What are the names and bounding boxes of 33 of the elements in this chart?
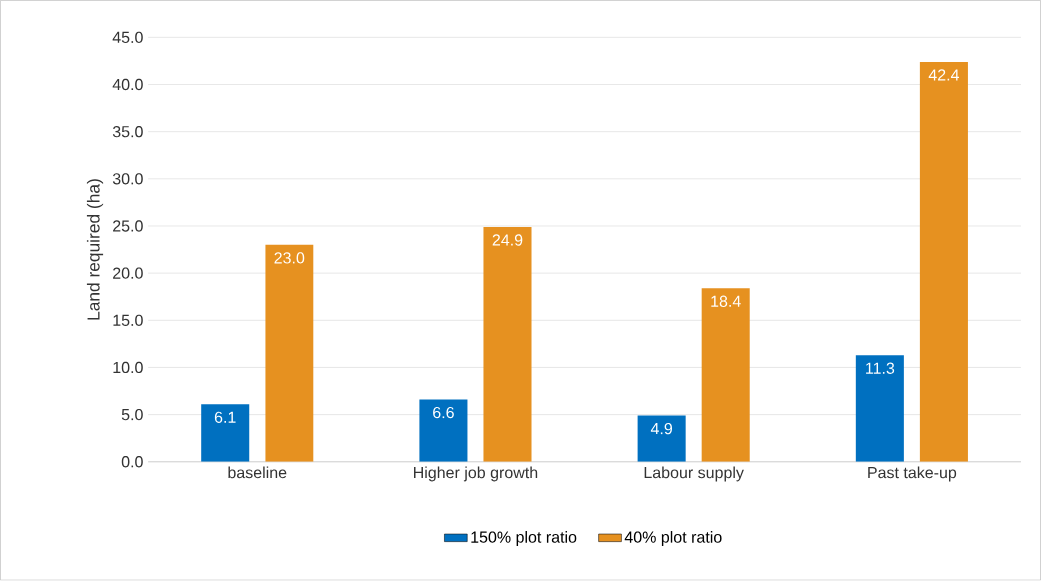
bar [265,245,314,462]
y-tick-label: 5.0 [121,409,143,421]
x-tick-label: Higher job growth [414,466,538,482]
bar [701,288,750,462]
y-tick-label: 0.0 [121,456,143,468]
data-label: 6.1 [214,411,236,424]
y-tick-label: 25.0 [113,220,143,232]
y-tick-label: 15.0 [113,314,143,327]
y-tick-label: 20.0 [113,267,143,280]
data-label: 23.0 [274,252,305,264]
bar [855,355,904,462]
legend-label: 40% plot ratio [624,531,722,547]
x-tick-label: baseline [228,466,287,479]
y-tick-label: 45.0 [112,31,143,44]
bar [483,227,532,462]
data-label: 11.3 [866,362,895,375]
data-label: 42.4 [928,69,960,81]
x-tick-label: Labour supply [644,466,744,482]
bar [419,399,468,462]
data-label: 24.9 [492,234,523,246]
data-label: 4.9 [650,423,672,435]
data-label: 18.4 [711,295,741,308]
bar [637,415,686,462]
y-axis-title: Land required (ha) [86,179,104,320]
y-tick-label: 40.0 [112,79,143,91]
bar [201,404,250,462]
bar [919,62,968,462]
data-label: 6.6 [433,407,454,419]
y-tick-label: 35.0 [112,126,143,138]
x-tick-label: Past take-up [868,466,957,482]
y-tick-label: 30.0 [112,173,143,185]
y-tick-label: 10.0 [113,362,143,374]
legend-label: 150% plot ratio [471,531,577,547]
